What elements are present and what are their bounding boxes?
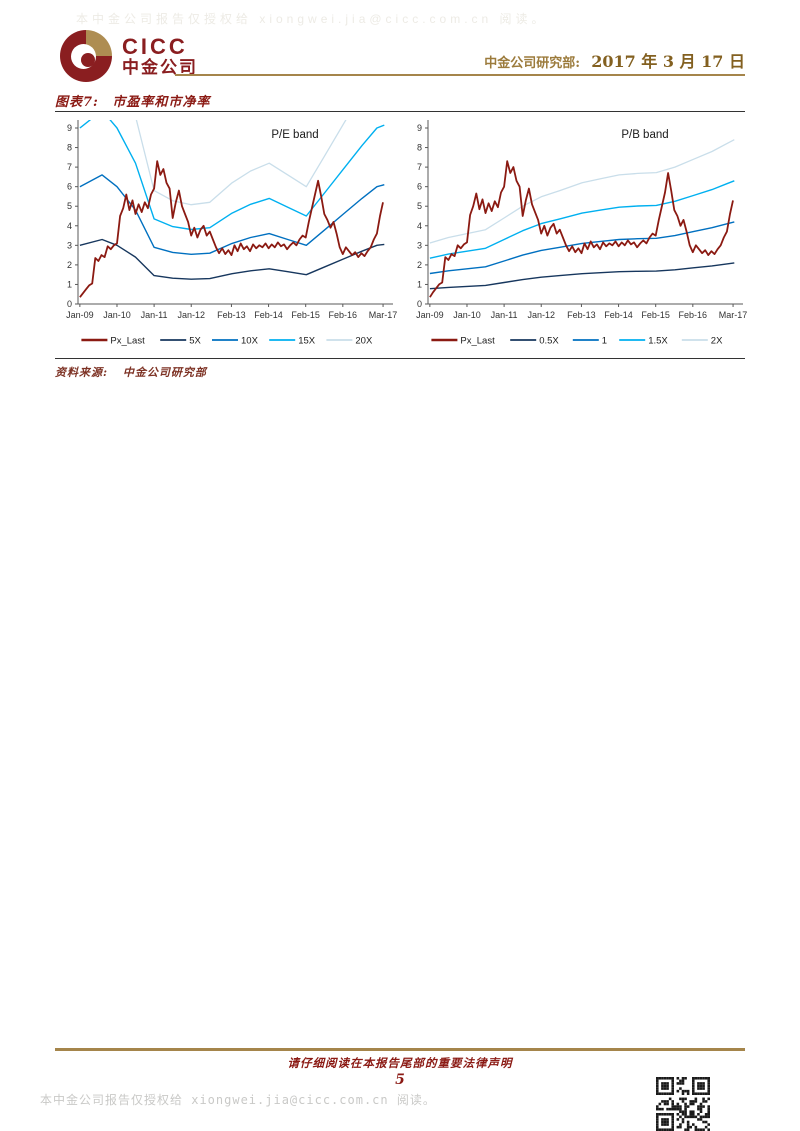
series-5x: [79, 238, 385, 280]
x-tick-label: Jan-10: [103, 310, 131, 320]
header-divider: [175, 74, 745, 76]
figure-label: 图表7:: [55, 95, 99, 110]
x-tick-label: Jan-09: [416, 310, 444, 320]
y-tick-label: 8: [417, 143, 422, 153]
legend-label: 1.5X: [648, 336, 668, 347]
x-tick-label: Jan-09: [66, 310, 94, 320]
y-tick-label: 5: [67, 201, 72, 211]
pe-band-chart: 0 1 2 3 4 5 6 7 8 9 Jan-09 Jan-10 Jan-11 Jan-12 Feb-13…: [54, 116, 400, 354]
y-tick-label: 0: [417, 299, 422, 309]
x-tick-label: Feb-14: [604, 310, 633, 320]
legend-label: Px_Last: [460, 336, 495, 347]
series-20x: [135, 120, 347, 206]
brand-name-cn: 中金公司: [122, 57, 198, 77]
y-tick-label: 2: [417, 260, 422, 270]
footer-divider: [55, 1048, 745, 1051]
logo-dot: [81, 53, 95, 67]
x-tick-label: Mar-17: [369, 310, 398, 320]
brand-name-en: CICC: [122, 33, 188, 59]
series-0.5x: [429, 262, 735, 290]
y-tick-label: 6: [67, 182, 72, 192]
x-tick-label: Feb-15: [291, 310, 320, 320]
report-date: 2017 年 3 月 17 日: [591, 52, 745, 71]
figure-bottom-rule: [55, 358, 745, 359]
source-label: 资料来源:: [55, 366, 109, 379]
y-tick-label: 5: [417, 201, 422, 211]
x-tick-label: Jan-10: [453, 310, 481, 320]
y-tick-label: 1: [67, 279, 72, 289]
x-tick-label: Mar-17: [719, 310, 748, 320]
y-tick-label: 7: [417, 162, 422, 172]
legend-label: 1: [602, 336, 607, 347]
x-tick-label: Feb-16: [329, 310, 358, 320]
y-tick-label: 8: [67, 143, 72, 153]
qr-code: [655, 1077, 711, 1131]
x-tick-label: Jan-12: [527, 310, 555, 320]
department-label: 中金公司研究部:: [484, 56, 581, 71]
cicc-logo: CICC 中金公司: [60, 30, 198, 82]
x-tick-label: Jan-11: [141, 310, 168, 320]
legend-label: Px_Last: [110, 336, 145, 347]
legal-notice: 请仔细阅读在本报告尾部的重要法律声明: [287, 1056, 513, 1070]
y-tick-label: 1: [417, 279, 422, 289]
page-number: 5: [395, 1072, 405, 1088]
chart-title: P/E band: [271, 129, 318, 141]
authorization-watermark: 本中金公司报告仅授权给 xiongwei.jia@cicc.com.cn 阅读。: [40, 1093, 436, 1107]
pb-band-chart: 0 1 2 3 4 5 6 7 8 9 Jan-09 Jan-10 Jan-11 Jan-12 Feb-13…: [404, 116, 750, 354]
figure-name: 市盈率和市净率: [112, 95, 211, 110]
y-tick-label: 7: [67, 162, 72, 172]
charts-row: 0 1 2 3 4 5 6 7 8 9 Jan-09 Jan-10 Jan-11 Jan-12 Feb-13…: [54, 116, 750, 354]
y-tick-label: 4: [417, 221, 422, 231]
series-10x: [79, 174, 385, 256]
y-tick-label: 4: [67, 221, 72, 231]
source-text: 中金公司研究部: [122, 366, 207, 379]
x-tick-label: Jan-12: [177, 310, 205, 320]
x-tick-label: Feb-16: [679, 310, 708, 320]
series-2x: [429, 139, 735, 244]
legend-label: 10X: [241, 336, 259, 347]
x-tick-label: Feb-13: [217, 310, 246, 320]
y-tick-label: 0: [67, 299, 72, 309]
cicc-logo-icon: [60, 30, 112, 82]
y-tick-label: 9: [67, 123, 72, 133]
series-15x: [79, 120, 385, 231]
brand-text: CICC 中金公司: [122, 33, 198, 77]
x-tick-label: Feb-15: [641, 310, 670, 320]
chart-svg: 0 1 2 3 4 5 6 7 8 9 Jan-09 Jan-10 Jan-11 Jan-12 Feb-13…: [66, 120, 398, 347]
x-tick-label: Feb-13: [567, 310, 596, 320]
y-tick-label: 6: [417, 182, 422, 192]
legend-label: 0.5X: [539, 336, 559, 347]
chart-svg: 0 1 2 3 4 5 6 7 8 9 Jan-09 Jan-10 Jan-11 Jan-12 Feb-13…: [416, 120, 748, 347]
y-tick-label: 9: [417, 123, 422, 133]
legend-label: 15X: [298, 336, 316, 347]
legend-label: 2X: [711, 336, 723, 347]
x-tick-label: Feb-14: [254, 310, 283, 320]
x-tick-label: Jan-11: [491, 310, 518, 320]
report-header-meta: 中金公司研究部: 2017 年 3 月 17 日: [484, 48, 745, 72]
series-1: [429, 221, 735, 275]
legend-label: 5X: [189, 336, 201, 347]
y-tick-label: 2: [67, 260, 72, 270]
series-1.5x: [429, 180, 735, 259]
y-tick-label: 3: [67, 240, 72, 250]
y-tick-label: 3: [417, 240, 422, 250]
top-watermark: 本中金公司报告仅授权给 xiongwei.jia@cicc.com.cn 阅读。: [76, 12, 548, 26]
figure-top-rule: [55, 111, 745, 112]
series-px_last: [79, 160, 384, 298]
chart-title: P/B band: [621, 129, 668, 141]
legend-label: 20X: [355, 336, 373, 347]
source-line: 资料来源: 中金公司研究部: [55, 364, 207, 380]
figure-title: 图表7: 市盈率和市净率: [55, 91, 210, 110]
series-px_last: [429, 160, 734, 298]
